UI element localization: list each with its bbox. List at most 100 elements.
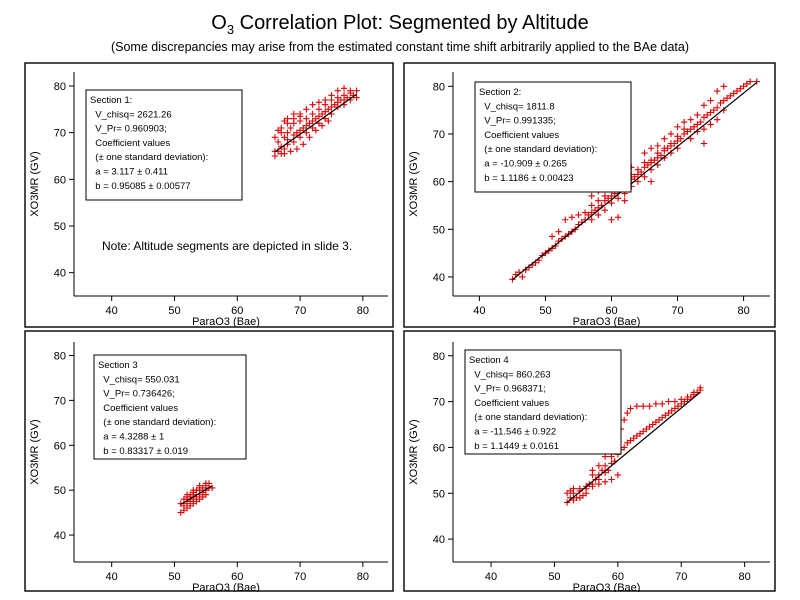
data-point [700, 125, 708, 133]
data-point [570, 485, 577, 492]
data-point [595, 197, 602, 204]
data-point [576, 485, 583, 492]
data-point [334, 87, 341, 94]
data-point [631, 173, 638, 181]
data-point [303, 129, 310, 136]
legend-line: b = 0.95085 ± 0.00577 [90, 181, 191, 192]
data-point [690, 389, 698, 396]
data-point [608, 192, 615, 200]
y-tick-label: 40 [54, 268, 66, 280]
y-tick-label: 40 [433, 534, 445, 546]
legend-line: Coefficient values [90, 138, 170, 149]
y-tick-label: 60 [433, 177, 445, 189]
legend-line: V_Pr= 0.960903; [90, 124, 167, 135]
legend-line: a = 3.117 ± 0.411 [90, 167, 168, 178]
data-point [325, 117, 332, 125]
data-point [601, 207, 609, 214]
data-point [707, 109, 714, 116]
x-tick-label: 70 [294, 571, 306, 583]
legend-line: Coefficient values [98, 403, 178, 414]
legend-line: V_chisq= 860.263 [469, 369, 551, 380]
y-axis-label: XO3MR (GV) [408, 419, 420, 484]
x-axis-label: ParaO3 (Bae) [192, 582, 260, 592]
data-point [595, 211, 602, 219]
legend-line: (± one standard deviation): [479, 144, 597, 155]
data-point [296, 134, 304, 141]
data-point [608, 199, 615, 207]
data-point [290, 110, 297, 118]
data-point [589, 471, 596, 479]
data-point [641, 173, 648, 181]
data-point [737, 85, 744, 92]
data-point [727, 92, 734, 100]
data-point [641, 159, 648, 166]
data-point [620, 444, 628, 451]
data-point [694, 111, 701, 119]
data-point [271, 152, 279, 160]
data-point [202, 480, 210, 487]
data-point [353, 94, 360, 101]
data-point [601, 462, 609, 469]
data-point [309, 101, 316, 108]
data-point [340, 85, 348, 92]
data-point [671, 398, 679, 405]
y-tick-label: 50 [433, 488, 445, 500]
data-point [202, 491, 210, 498]
x-axis-label: ParaO3 (Bae) [573, 316, 641, 328]
y-tick-label: 70 [433, 129, 445, 141]
data-point [315, 99, 323, 106]
data-point [740, 83, 747, 90]
x-tick-label: 40 [106, 305, 118, 317]
data-point [620, 416, 628, 424]
data-point [677, 135, 685, 142]
data-point [659, 400, 666, 408]
x-tick-label: 60 [605, 305, 617, 317]
data-point [733, 87, 741, 95]
data-point [296, 113, 304, 120]
x-tick-label: 70 [671, 305, 683, 317]
x-tick-label: 50 [168, 571, 180, 583]
legend-line: (± one standard deviation): [469, 412, 587, 423]
data-point [700, 114, 708, 121]
x-tick-label: 70 [294, 305, 306, 317]
data-point [595, 462, 603, 469]
data-point [680, 125, 688, 133]
y-axis-label: XO3MR (GV) [408, 151, 420, 216]
data-point [519, 273, 526, 281]
data-point [588, 202, 595, 209]
data-point [309, 110, 316, 118]
note-text: Note: Altitude segments are depicted in … [102, 239, 352, 253]
data-point [608, 216, 615, 223]
data-point [274, 127, 282, 134]
legend-line: b = 1.1186 ± 0.00423 [479, 173, 574, 184]
data-point [614, 195, 622, 202]
data-point [713, 87, 721, 95]
data-point [287, 124, 294, 132]
data-point [687, 116, 694, 123]
fit-line [180, 485, 213, 505]
data-point [303, 122, 310, 129]
legend-line: b = 1.1449 ± 0.0161 [469, 441, 559, 452]
data-point [674, 123, 681, 131]
data-point [700, 102, 708, 109]
data-point [667, 130, 675, 138]
y-axis-label: XO3MR (GV) [29, 419, 41, 484]
data-point [717, 99, 724, 107]
data-point [743, 80, 751, 88]
x-tick-label: 80 [739, 571, 751, 583]
data-point [290, 138, 297, 146]
data-point [309, 117, 316, 125]
x-tick-label: 60 [612, 571, 624, 583]
x-tick-label: 60 [231, 305, 243, 317]
legend-box [464, 349, 622, 455]
data-point [312, 127, 319, 134]
fit-line [512, 81, 758, 281]
data-point [652, 400, 660, 408]
data-point [608, 476, 615, 483]
data-point [713, 104, 721, 111]
data-point [300, 141, 307, 148]
data-point [271, 134, 279, 141]
data-point [340, 96, 348, 104]
legend-box [474, 81, 632, 193]
title-prefix: O [211, 12, 227, 34]
